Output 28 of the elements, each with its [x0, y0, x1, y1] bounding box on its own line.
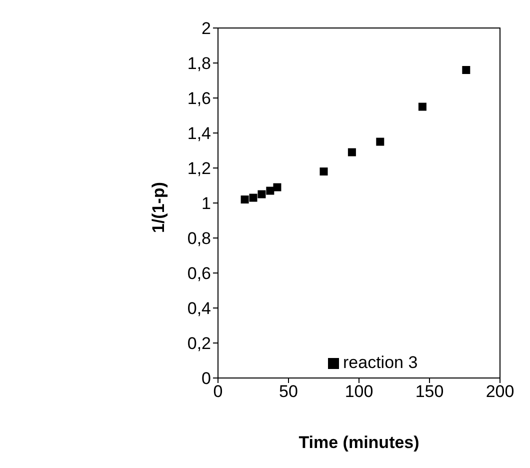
point — [462, 66, 470, 74]
point — [258, 190, 266, 198]
x-tick-label: 100 — [344, 382, 374, 402]
point — [320, 168, 328, 176]
y-tick-label: 0,8 — [187, 229, 211, 248]
point — [266, 186, 274, 195]
point — [249, 194, 258, 202]
legend-label: reaction 3 — [343, 353, 418, 372]
x-tick-label: 200 — [486, 382, 514, 402]
y-tick-label: 1,2 — [187, 159, 211, 178]
x-tick-label: 50 — [279, 382, 298, 402]
y-tick-label: 0,4 — [187, 299, 211, 318]
point — [273, 183, 282, 192]
point — [418, 102, 426, 111]
y-axis-title: 1/(1-p) — [149, 182, 168, 233]
y-tick-label: 1,4 — [187, 124, 211, 144]
y-tick-label: 0,2 — [187, 334, 211, 354]
y-tick-label: 1 — [202, 194, 211, 214]
x-axis-title: Time (minutes) — [298, 433, 420, 452]
y-tick-label: 1,8 — [187, 54, 211, 74]
y-tick-label: 0,6 — [187, 264, 211, 284]
y-tick-label: 1,6 — [187, 89, 211, 108]
point — [376, 138, 384, 146]
x-tick-label: 150 — [415, 382, 444, 402]
point — [348, 148, 356, 156]
y-tick-label: 0 — [202, 369, 211, 388]
y-tick-label: 2 — [202, 19, 211, 38]
point — [240, 196, 249, 204]
